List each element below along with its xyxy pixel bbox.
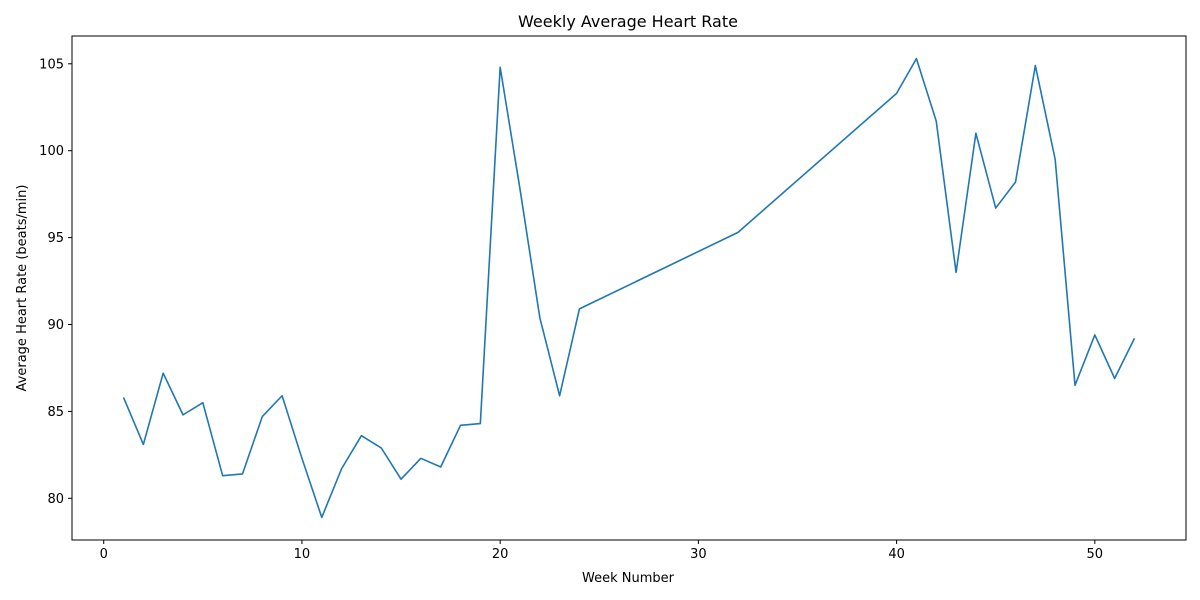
y-tick-label: 95 [47, 231, 64, 246]
x-tick-label: 0 [100, 547, 108, 562]
y-axis: 80 85 90 95 100 105 [39, 57, 72, 507]
y-tick-label: 80 [47, 492, 64, 507]
y-tick-label: 90 [47, 318, 64, 333]
series-line [122, 57, 1136, 519]
y-tick-label: 85 [47, 405, 64, 420]
x-tick-label: 10 [294, 547, 311, 562]
y-tick-label: 105 [39, 57, 64, 72]
x-tick-label: 40 [888, 547, 905, 562]
y-axis-title: Average Heart Rate (beats/min) [15, 185, 30, 392]
x-axis-title: Week Number [582, 571, 675, 586]
x-tick-label: 50 [1087, 547, 1104, 562]
series-layer [122, 57, 1136, 519]
x-tick-label: 30 [690, 547, 707, 562]
x-tick-label: 20 [492, 547, 509, 562]
x-axis: 0 10 20 30 40 50 [100, 540, 1104, 562]
plot-area-frame [71, 35, 1187, 541]
chart-title: Weekly Average Heart Rate [518, 12, 738, 31]
y-tick-label: 100 [39, 144, 64, 159]
